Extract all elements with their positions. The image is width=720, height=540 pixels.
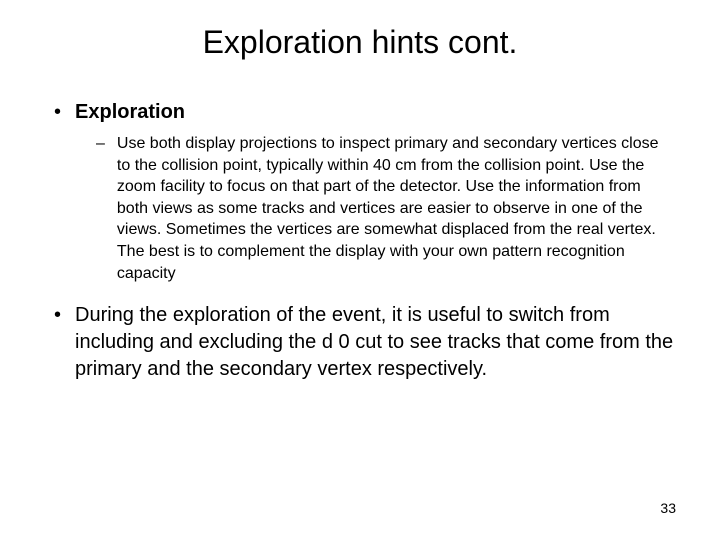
page-number: 33 — [660, 500, 676, 516]
slide-title: Exploration hints cont. — [40, 24, 680, 61]
bullet-level2: – Use both display projections to inspec… — [40, 133, 680, 284]
bullet-marker-icon: • — [54, 99, 61, 125]
bullet-marker-icon: • — [54, 302, 61, 383]
bullet-text: Exploration — [75, 99, 185, 125]
bullet-marker-icon: – — [96, 133, 105, 284]
slide-container: Exploration hints cont. • Exploration – … — [0, 0, 720, 540]
bullet-text: During the exploration of the event, it … — [75, 302, 680, 383]
bullet-level1: • Exploration — [40, 99, 680, 125]
bullet-text: Use both display projections to inspect … — [117, 133, 680, 284]
bullet-level1: • During the exploration of the event, i… — [40, 302, 680, 383]
